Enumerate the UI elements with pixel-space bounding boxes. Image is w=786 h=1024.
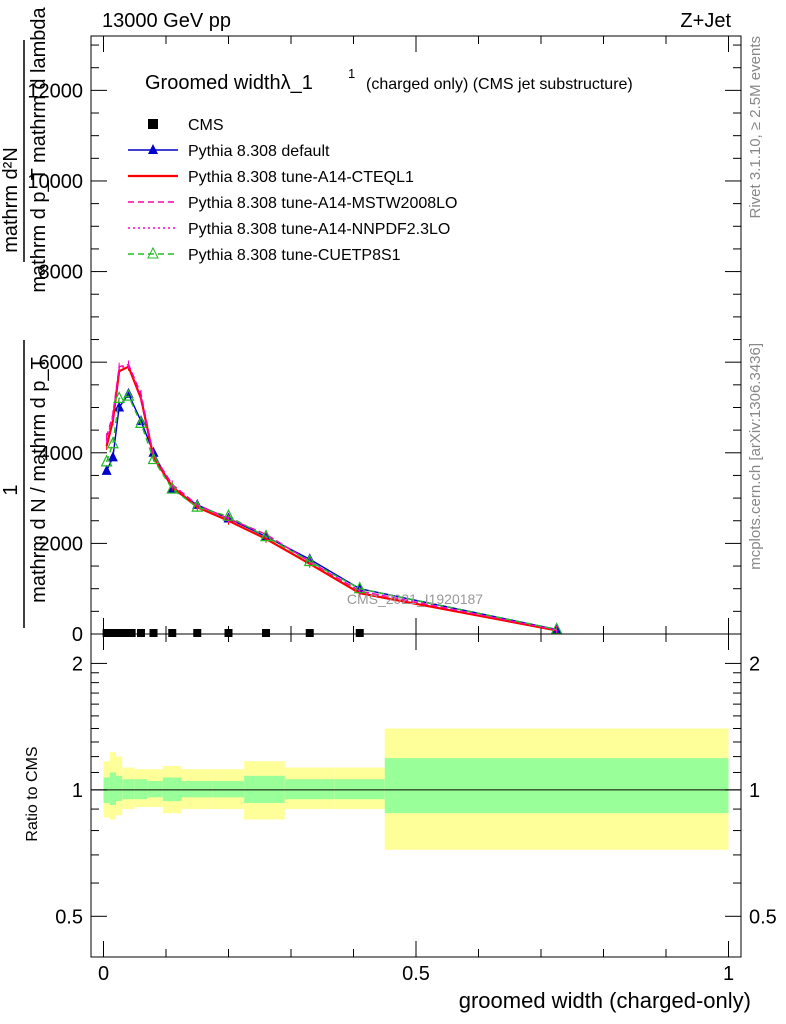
ratio-inner-band (134, 779, 148, 800)
ratio-y-tick-label: 1 (72, 780, 83, 802)
x-tick-label: 1 (723, 963, 734, 985)
data-point-marker (303, 554, 316, 567)
ratio-y-tick-label-right: 2 (749, 653, 760, 675)
ratio-inner-band (116, 775, 123, 802)
ratio-y-axis-label: Ratio to CMS (24, 746, 41, 841)
ratio-inner-band (284, 779, 335, 800)
data-point-marker (135, 415, 147, 428)
mcplots-label: mcplots.cern.ch [arXiv:1306.3436] (747, 343, 764, 570)
ratio-inner-band (122, 779, 135, 800)
legend-label: Pythia 8.308 tune-A14-MSTW2008LO (188, 195, 457, 212)
data-point-marker (305, 629, 314, 637)
x-tick-label: 0.5 (402, 963, 430, 985)
data-point-marker (260, 529, 272, 542)
ratio-inner-band (384, 758, 729, 814)
x-axis-label: groomed width (charged-only) (459, 988, 751, 1013)
legend-label: Pythia 8.308 default (188, 143, 330, 160)
ratio-uncertainty-bands (91, 728, 741, 850)
legend-label: Pythia 8.308 tune-A14-NNPDF2.3LO (188, 221, 450, 238)
data-point-marker (113, 391, 126, 404)
y-tick-label: 2000 (39, 533, 84, 555)
legend: CMS Pythia 8.308 default Pythia 8.308 tune… (128, 117, 457, 264)
legend-marker (148, 144, 158, 154)
plot-subtitle: (charged only) (CMS jet substructure) (366, 76, 633, 93)
ratio-y-tick-label-right: 1 (749, 780, 760, 802)
data-point-marker (101, 464, 112, 475)
ratio-plot-axes: 0.5 0.5 1 1 2 2 0 0.5 1 (55, 634, 777, 985)
data-point-marker (114, 401, 125, 412)
data-point-marker (168, 629, 177, 637)
y-axis-label: mathrm d²N mathrm d p_T mathrm d lambda … (0, 6, 50, 628)
legend-label: CMS (188, 117, 224, 134)
data-point-marker (550, 622, 563, 635)
legend-marker (148, 119, 158, 129)
data-point-marker (107, 451, 118, 462)
rivet-version-label: Rivet 3.1.10, ≥ 2.5M events (747, 36, 764, 219)
y-tick-label: 8000 (39, 262, 84, 284)
y-label-numerator-sub: mathrm d p_T mathrm d lambda (28, 6, 50, 292)
y-label-numerator: mathrm d²N (0, 147, 22, 253)
ratio-inner-band (147, 780, 163, 798)
y-tick-label: 12000 (27, 80, 83, 102)
series-line (105, 365, 557, 632)
data-point-marker (100, 454, 113, 467)
y-tick-label: 6000 (39, 352, 84, 374)
data-point-marker (193, 629, 202, 637)
ratio-inner-band (162, 777, 182, 802)
legend-label: Pythia 8.308 tune-A14-CTEQL1 (188, 169, 414, 186)
data-point-marker (115, 629, 124, 637)
ratio-inner-band (334, 779, 385, 800)
data-point-marker (166, 481, 179, 494)
ratio-inner-band (181, 780, 213, 798)
data-point-marker (137, 629, 145, 637)
y-tick-label: 4000 (39, 443, 84, 465)
legend-marker (147, 246, 159, 259)
data-point-marker (122, 388, 135, 401)
ratio-y-tick-label: 2 (72, 653, 83, 675)
main-plot-series (100, 360, 563, 637)
main-plot-axes: 0 2000 4000 6000 8000 10000 12000 (27, 36, 741, 646)
header-collision-label: 13000 GeV pp (102, 10, 231, 32)
data-point-marker (222, 508, 235, 521)
header-process-label: Z+Jet (680, 10, 731, 32)
data-point-marker (121, 629, 130, 637)
data-point-marker (224, 629, 233, 637)
ratio-inner-band (109, 772, 116, 806)
data-point-marker (262, 629, 270, 637)
series-line (105, 363, 557, 631)
series-line (105, 363, 557, 631)
data-point-marker (106, 436, 119, 449)
y-label-one: 1 (0, 484, 22, 495)
x-tick-label: 0 (98, 963, 109, 985)
legend-label: Pythia 8.308 tune-CUETP8S1 (188, 247, 401, 264)
data-point-marker (149, 629, 158, 637)
series-line (105, 392, 557, 631)
data-point-marker (147, 452, 160, 465)
plot-title: Groomed widthλ_1 1 (charged only) (CMS j… (145, 66, 633, 94)
plot-title-main: Groomed widthλ_1 (145, 72, 313, 94)
analysis-watermark: CMS_2021_I1920187 (347, 591, 483, 607)
ratio-inner-band (212, 780, 245, 798)
data-point-marker (355, 629, 364, 637)
y-tick-label: 10000 (27, 171, 83, 193)
data-point-marker (108, 629, 117, 637)
ratio-y-tick-label-right: 0.5 (749, 906, 777, 928)
series-line (105, 395, 557, 631)
data-point-marker (102, 629, 111, 637)
ratio-y-tick-label: 0.5 (55, 906, 83, 928)
plot-title-superscript: 1 (348, 66, 355, 81)
y-label-denominator: mathrm d N / mathrm d p_T (28, 357, 50, 603)
y-tick-label: 0 (72, 624, 83, 646)
data-point-marker (191, 499, 204, 512)
data-point-marker (353, 581, 366, 594)
data-point-marker (127, 629, 136, 637)
